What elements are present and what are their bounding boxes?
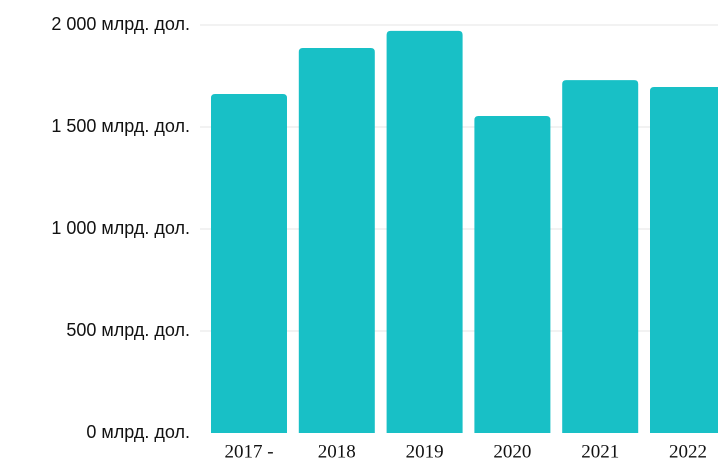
bar [211,93,287,434]
bar [562,80,639,433]
bar [474,115,551,433]
bar [650,87,718,433]
x-tick-label: 2017 - [224,441,273,462]
bar [298,48,375,433]
y-tick-label: 500 млрд. дол. [66,320,190,340]
y-tick-label: 0 млрд. дол. [86,422,190,442]
x-tick-label: 2019 [406,441,444,462]
x-tick-label: 2021 [581,441,619,462]
y-tick-label: 1 500 млрд. дол. [51,116,190,136]
y-tick-label: 1 000 млрд. дол. [51,218,190,238]
bar [386,30,463,433]
x-tick-label: 2022 [669,441,707,462]
x-tick-label: 2018 [318,441,356,462]
y-tick-label: 2 000 млрд. дол. [51,14,190,34]
x-tick-label: 2020 [493,441,531,462]
